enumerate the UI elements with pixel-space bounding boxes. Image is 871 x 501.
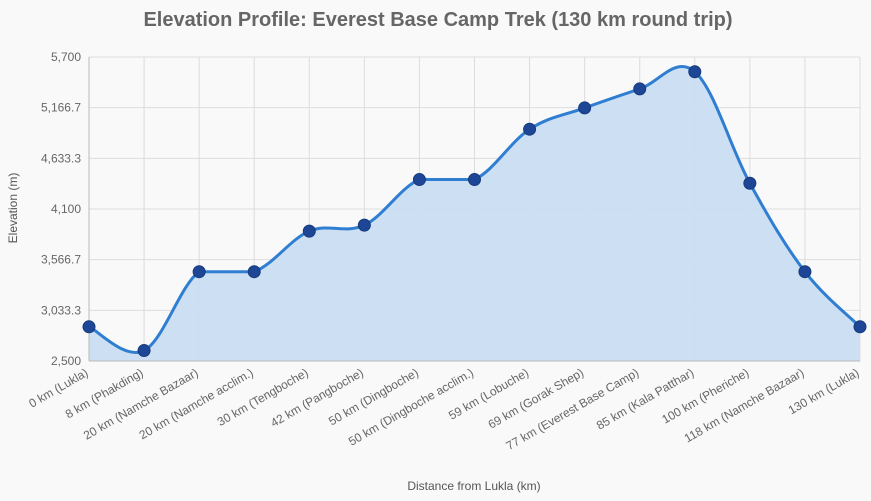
data-point[interactable] [743,176,757,190]
x-axis-label: Distance from Lukla (km) [407,479,540,493]
data-point[interactable] [357,218,371,232]
data-point[interactable] [633,82,647,96]
y-tick-label: 2,500 [51,354,81,368]
y-tick-label: 4,633.3 [41,151,81,165]
data-point[interactable] [798,265,812,279]
y-tick-label: 3,566.7 [41,253,81,267]
data-point[interactable] [82,320,96,334]
markers [82,65,867,358]
x-tick-label: 42 km (Pangboche) [268,365,366,429]
data-point[interactable] [688,65,702,79]
area-layer [88,65,862,361]
x-tick-label: 50 km (Dingboche) [326,365,421,428]
data-point[interactable] [137,344,151,358]
chart-title: Elevation Profile: Everest Base Camp Tre… [143,9,732,31]
y-tick-label: 5,166.7 [41,101,81,115]
y-tick-label: 4,100 [51,202,81,216]
data-point[interactable] [853,320,867,334]
elevation-line [88,65,862,354]
data-point[interactable] [247,265,261,279]
data-point[interactable] [302,224,316,238]
x-tick-label: 30 km (Tengboche) [215,365,311,428]
x-tick-label: 85 km (Kala Patthar) [594,365,696,432]
data-point[interactable] [192,265,206,279]
y-tick-label: 5,700 [51,50,81,64]
elevation-area-fill [89,66,860,361]
y-tick-label: 3,033.3 [41,303,81,317]
data-point[interactable] [523,122,537,136]
data-point[interactable] [412,173,426,187]
data-point[interactable] [468,173,481,187]
y-axis-label: Elevation (m) [6,173,20,244]
data-point[interactable] [578,101,592,115]
